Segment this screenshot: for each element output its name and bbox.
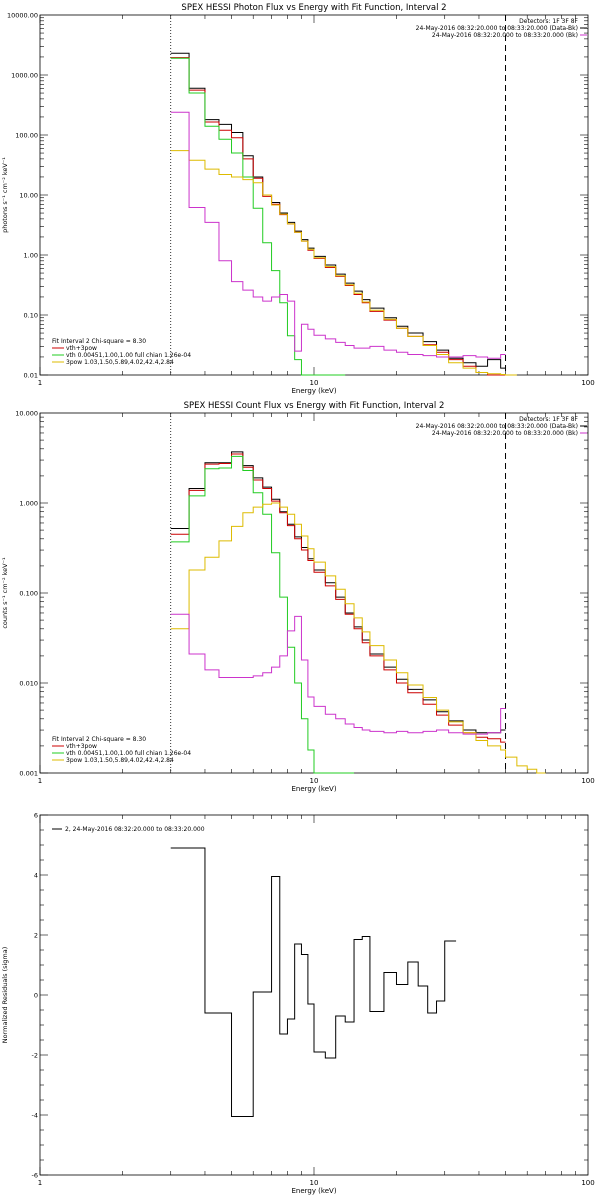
series-line-1	[170, 451, 506, 734]
legend-entry: 2, 24-May-2016 08:32:20.000 to 08:33:20.…	[65, 826, 205, 833]
y-tick-label: 0.100	[19, 590, 38, 598]
y-tick-label: 10.00	[19, 192, 38, 200]
y-tick-label: -6	[32, 1172, 38, 1180]
info-text: 24-May-2016 08:32:20.000 to 08:33:20.000…	[432, 32, 578, 39]
info-text: Detectors: 1F 3F 8F	[519, 416, 578, 423]
fit-header: Fit Interval 2 Chi-square = 8.30	[52, 338, 146, 345]
legend-entry: vth 0.00451,1.00,1.00 full chian 1.26e-0…	[66, 352, 191, 359]
fit-header: Fit Interval 2 Chi-square = 8.30	[52, 736, 146, 743]
x-tick-label: 10	[310, 1179, 319, 1187]
info-text: 24-May-2016 08:32:20.000 to 08:33:20.000…	[416, 423, 578, 430]
y-tick-label: 100.00	[15, 132, 38, 140]
y-tick-label: 1.00	[24, 252, 38, 260]
x-axis-label: Energy (keV)	[291, 387, 336, 395]
chart-title: SPEX HESSI Count Flux vs Energy with Fit…	[184, 401, 445, 411]
series-line-5	[170, 613, 506, 735]
legend-entry: vth+3pow	[66, 345, 97, 352]
y-tick-label: 0.001	[19, 770, 38, 778]
series-line-1	[170, 847, 457, 1117]
legend-entry: vth 0.00451,1.00,1.00 full chian 1.26e-0…	[66, 750, 191, 757]
chart-panel-1: SPEX HESSI Photon Flux vs Energy with Fi…	[1, 3, 595, 395]
series-line-3	[170, 57, 346, 376]
chart-panel-2: SPEX HESSI Count Flux vs Energy with Fit…	[1, 401, 595, 793]
series-line-5	[170, 111, 506, 359]
y-tick-label: -4	[32, 1112, 38, 1120]
x-axis-label: Energy (keV)	[291, 785, 336, 793]
x-tick-label: 100	[581, 777, 594, 785]
x-tick-label: 10	[310, 379, 319, 387]
plot-frame	[39, 814, 589, 1176]
x-axis-label: Energy (keV)	[291, 1187, 336, 1195]
x-tick-label: 100	[581, 379, 594, 387]
y-tick-label: 10000.00	[7, 12, 38, 20]
y-axis-label: photons s⁻¹ cm⁻² keV⁻¹	[1, 157, 9, 233]
legend-entry: 3pow 1.03,1.50,5.89,4.02,42.4,2.84	[66, 757, 174, 764]
y-tick-label: 1000.00	[11, 72, 38, 80]
x-tick-label: 1	[38, 379, 42, 387]
info-text: Detectors: 1F 3F 8F	[519, 18, 578, 25]
series-line-3	[170, 455, 355, 774]
series-line-4	[170, 502, 546, 774]
y-axis-label: counts s⁻¹ cm⁻² keV⁻¹	[1, 557, 9, 629]
legend-entry: vth+3pow	[66, 743, 97, 750]
x-tick-label: 100	[581, 1179, 594, 1187]
series-line-4	[170, 150, 517, 376]
y-tick-label: 0	[34, 992, 38, 1000]
x-tick-label: 1	[38, 777, 42, 785]
info-text: 24-May-2016 08:32:20.000 to 08:33:20.000…	[432, 430, 578, 437]
chart-panel-3: 1 10 100 Energy (keV) -6 -4 -2 0 2 4 6 Normalized R…	[1, 812, 595, 1196]
y-tick-label: 1.000	[19, 500, 38, 508]
y-tick-label: 0.10	[24, 312, 38, 320]
x-tick-label: 1	[38, 1179, 42, 1187]
chart-title: SPEX HESSI Photon Flux vs Energy with Fi…	[181, 3, 446, 13]
series-line-2	[170, 453, 506, 743]
y-tick-label: 4	[34, 872, 38, 880]
legend-entry: 3pow 1.03,1.50,5.89,4.02,42.4,2.84	[66, 359, 174, 366]
x-tick-label: 10	[310, 777, 319, 785]
y-tick-label: 10.000	[15, 410, 38, 418]
series-line-1	[170, 52, 506, 369]
y-tick-label: 0.010	[19, 680, 38, 688]
y-tick-label: 2	[34, 932, 38, 940]
y-tick-label: 6	[34, 812, 38, 820]
y-tick-label: -2	[32, 1052, 38, 1060]
info-text: 24-May-2016 08:32:20.000 to 08:33:20.000…	[416, 25, 578, 32]
series-line-2	[170, 57, 506, 376]
y-tick-label: 0.01	[24, 372, 38, 380]
y-axis-label: Normalized Residuals (sigma)	[1, 947, 9, 1044]
